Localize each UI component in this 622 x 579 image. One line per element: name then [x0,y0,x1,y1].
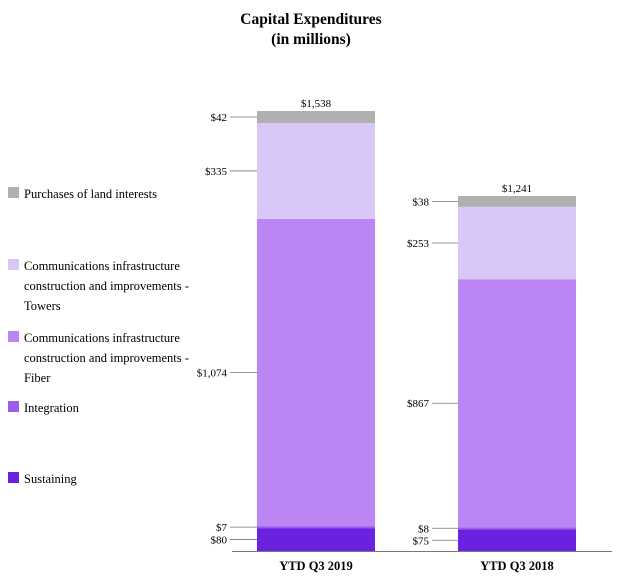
bar-segment-integration-2018 [458,527,576,530]
chart-title-line1: Capital Expenditures [240,11,382,28]
legend-label-sustaining: Sustaining [24,472,77,486]
chart-title: Capital Expenditures (in millions) [0,10,622,50]
value-label-towers-2019: $335 [205,166,228,178]
total-label-2018: $1,241 [502,183,532,195]
value-label-sustaining-2018: $75 [413,535,430,547]
bar-segment-land-2019 [257,111,375,124]
legend-swatch-land [8,187,19,198]
legend-swatch-fiber [8,331,19,342]
bar-segment-land-2018 [458,195,576,207]
legend-label-integration: Integration [24,401,79,415]
total-label-2019: $1,538 [301,98,332,110]
legend-swatch-sustaining [8,472,19,483]
category-label-2018: YTD Q3 2018 [480,559,554,573]
legend-item-fiber: Communications infrastructure constructi… [8,328,208,388]
bar-segment-fiber-2018 [458,279,576,528]
bar-segment-towers-2019 [257,123,375,219]
legend-label-fiber: Communications infrastructure constructi… [24,331,189,385]
legend-item-sustaining: Sustaining [8,469,208,489]
value-label-fiber-2018: $867 [407,398,430,410]
value-label-fiber-2019: $1,074 [197,367,228,379]
chart-title-line2: (in millions) [271,31,351,48]
value-label-land-2019: $42 [211,112,228,124]
bar-segment-sustaining-2018 [458,529,576,551]
legend-item-land: Purchases of land interests [8,184,208,204]
legend-item-towers: Communications infrastructure constructi… [8,256,208,316]
bar-segment-towers-2018 [458,206,576,280]
value-label-towers-2018: $253 [407,238,430,250]
legend-swatch-integration [8,401,19,412]
value-label-integration-2018: $8 [418,523,430,535]
legend-swatch-towers [8,259,19,270]
value-label-integration-2019: $7 [216,522,228,534]
legend-item-integration: Integration [8,398,208,418]
legend-label-towers: Communications infrastructure constructi… [24,259,189,313]
bar-segment-sustaining-2019 [257,528,375,551]
bar-segment-fiber-2019 [257,218,375,527]
legend-label-land: Purchases of land interests [24,187,157,201]
category-label-2019: YTD Q3 2019 [279,559,353,573]
bar-segment-integration-2019 [257,526,375,529]
value-label-land-2018: $38 [413,196,430,208]
value-label-sustaining-2019: $80 [211,535,228,547]
